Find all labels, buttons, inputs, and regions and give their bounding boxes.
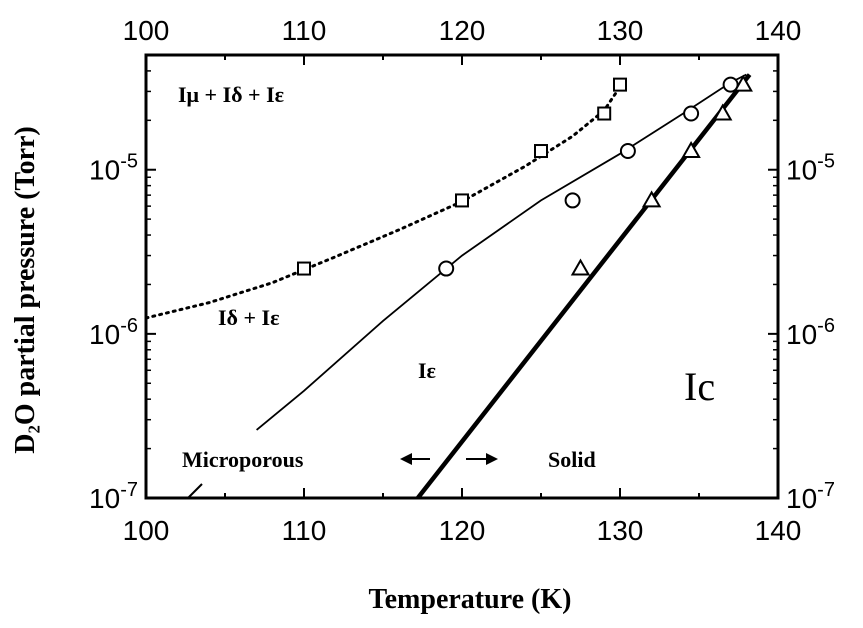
y-tick-label: 10-7 — [89, 479, 138, 514]
circle-marker — [619, 143, 636, 160]
x-tick-label: 110 — [282, 515, 327, 546]
circle-marker — [683, 105, 700, 122]
right-y-tick-label: 10-7 — [786, 479, 835, 514]
right-arrow-icon — [466, 453, 498, 465]
triangle-marker — [733, 74, 753, 92]
square-marker — [297, 261, 311, 276]
x-tick-label: 140 — [755, 515, 802, 546]
right-y-tick-label: 10-6 — [786, 315, 835, 350]
y-tick-label: 10-5 — [89, 151, 138, 186]
x-axis-ticks: 100 100 110 110 120 120 130 130 140 140 — [123, 15, 802, 546]
annotation-solid: Solid — [548, 447, 596, 472]
x-axis-label: Temperature (K) — [369, 584, 572, 615]
annotation-microporous: Microporous — [182, 447, 304, 472]
triangle-marker — [681, 141, 701, 159]
fit-line-triangles_fit — [416, 73, 752, 500]
triangle-marker — [641, 190, 662, 208]
square-marker — [455, 193, 469, 208]
y-axis-label: D₂O partial pressure (Torr) — [10, 126, 41, 454]
plot-frame — [144, 53, 780, 500]
square-marker — [534, 144, 548, 159]
annotation-region-mid-left: Iδ + Iε — [218, 305, 279, 330]
triangle-marker — [712, 103, 733, 121]
left-arrow-icon — [400, 453, 430, 465]
triangle-marker — [570, 258, 591, 276]
fit-line-circles_fit — [256, 73, 747, 431]
x-tick-label: 130 — [597, 515, 644, 546]
fit-lines — [144, 73, 752, 500]
slash-mark — [187, 483, 203, 499]
annotation-region-top-left: Iμ + Iδ + Iε — [178, 82, 284, 107]
fit-line-squares_fit — [144, 85, 622, 320]
data-markers — [297, 74, 753, 277]
top-x-tick-label: 110 — [282, 15, 327, 46]
annotation-region-right: Ic — [684, 364, 715, 409]
circle-marker — [438, 260, 455, 277]
top-x-tick-label: 140 — [755, 15, 802, 46]
x-tick-label: 120 — [439, 515, 486, 546]
top-x-tick-label: 100 — [123, 15, 170, 46]
square-marker — [613, 77, 627, 92]
annotation-region-center: Iε — [418, 358, 436, 383]
circle-marker — [564, 192, 581, 209]
top-x-tick-label: 120 — [439, 15, 486, 46]
y-tick-label: 10-6 — [89, 315, 138, 350]
square-marker — [597, 106, 612, 121]
x-tick-label: 100 — [123, 515, 170, 546]
right-y-tick-label: 10-5 — [786, 151, 835, 186]
y-axis-ticks: 10-7 10-7 10-6 10-6 10-5 10-5 — [89, 54, 835, 514]
top-x-tick-label: 130 — [597, 15, 644, 46]
